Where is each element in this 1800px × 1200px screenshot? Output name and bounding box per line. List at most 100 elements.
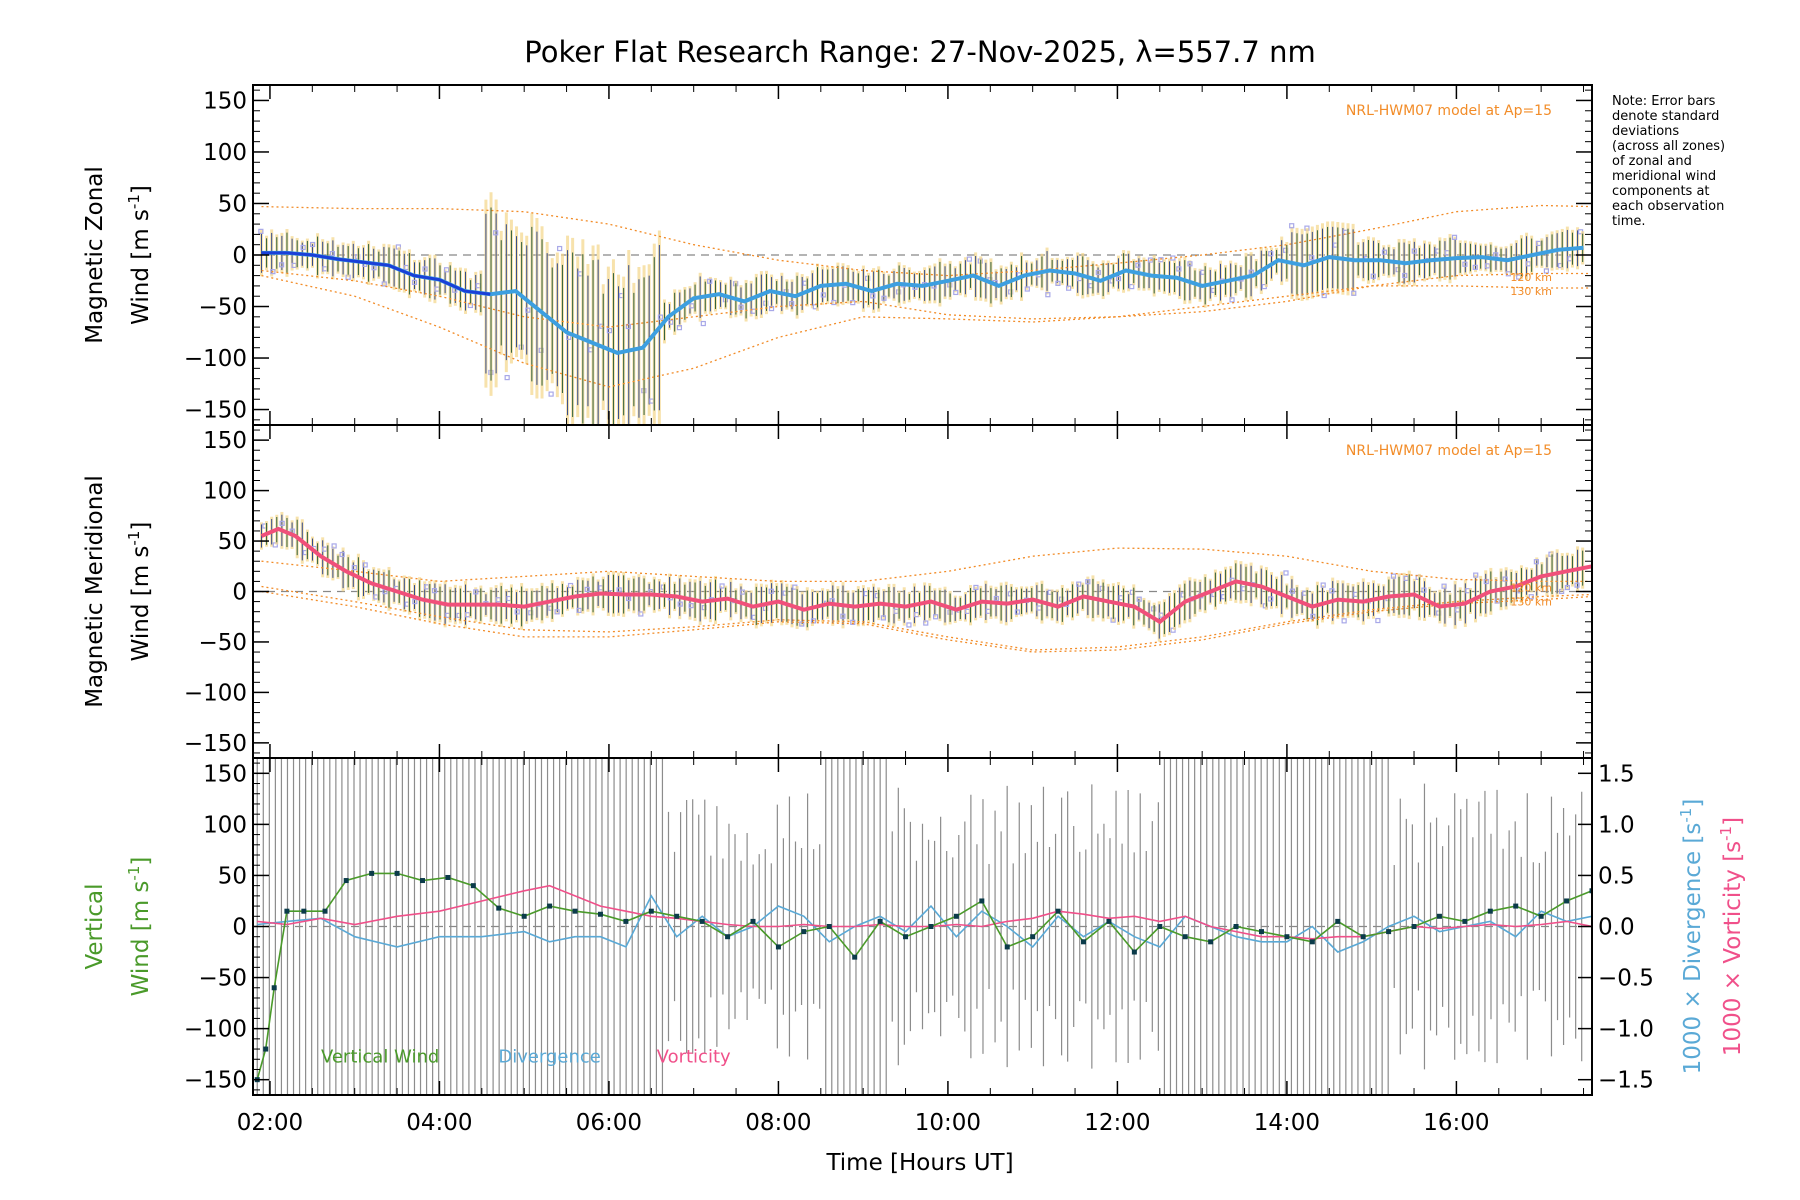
zone-point: [1533, 559, 1539, 565]
zone-point: [300, 244, 306, 251]
zone-point: [1329, 588, 1335, 594]
vertical-wind-point: [674, 913, 680, 919]
zone-point: [1066, 285, 1072, 291]
zone-point: [279, 520, 285, 526]
vertical-wind-point: [801, 929, 807, 935]
zone-point: [411, 279, 418, 285]
vertical-wind-point: [343, 878, 349, 884]
zone-point: [1564, 584, 1570, 591]
zone-point: [1351, 290, 1357, 296]
vertical-wind-point: [928, 924, 934, 929]
right-label-end: ]: [1680, 799, 1706, 808]
zone-point: [1502, 576, 1508, 582]
y-tick-label: −50: [198, 295, 247, 321]
zone-point: [893, 608, 899, 614]
km-label: 120 km: [1510, 271, 1552, 284]
zone-point: [739, 589, 746, 595]
zone-point: [1289, 223, 1295, 229]
vertical-wind-point: [750, 918, 756, 924]
zone-point: [1309, 255, 1315, 261]
y-tick-label: 50: [218, 529, 247, 555]
vertical-wind-point: [1309, 939, 1315, 945]
y-axis-title-sup: -1: [125, 194, 143, 209]
right-label-divergence: 1000 × Divergence [s-1]: [1677, 799, 1706, 1075]
y-tick-label: 0: [232, 243, 247, 269]
zone-point: [933, 614, 939, 620]
vertical-wind-point: [521, 913, 527, 919]
y-axis-title-end: ]: [128, 857, 154, 866]
zone-point: [310, 241, 316, 248]
zone-point: [525, 307, 531, 313]
x-tick-label: 02:00: [237, 1110, 303, 1136]
vertical-wind-point: [648, 908, 654, 914]
y-tick-label: 150: [203, 88, 247, 114]
note-line: time.: [1612, 214, 1646, 229]
vertical-wind-point: [445, 874, 451, 880]
zone-point: [576, 607, 582, 614]
note-line: components at: [1612, 184, 1710, 199]
zone-point: [719, 583, 725, 589]
zone-point: [953, 289, 959, 296]
zone-point: [443, 267, 450, 273]
divergence-line: [257, 894, 1592, 953]
zone-point: [768, 305, 775, 312]
zone-point: [1289, 588, 1296, 594]
y-axis-title-end: ]: [128, 185, 154, 194]
legend-label: Vorticity: [657, 1046, 731, 1067]
y-tick-label: 50: [218, 191, 247, 217]
vertical-wind-point: [1436, 913, 1442, 919]
zone-point: [1014, 609, 1021, 615]
zone-point: [1402, 272, 1408, 279]
zone-point: [1411, 248, 1417, 254]
right-tick-label: 0.5: [1598, 863, 1635, 889]
zone-point: [1268, 251, 1274, 257]
y-axis-title-sup: -1: [125, 531, 143, 546]
vertical-wind-point: [852, 954, 858, 960]
zone-point: [1536, 240, 1542, 247]
zone-point: [1390, 573, 1397, 579]
y-tick-label: −100: [184, 1017, 247, 1043]
zone-point: [677, 601, 683, 607]
vertical-wind-point: [877, 918, 883, 924]
zone-point: [1574, 582, 1580, 588]
vertical-wind-point: [826, 924, 832, 929]
vertical-wind-point: [1081, 939, 1087, 945]
vertical-wind-point: [953, 913, 959, 919]
km-label: 130 km: [1510, 596, 1552, 609]
zone-point: [1421, 587, 1427, 593]
vertical-wind-point: [1411, 924, 1417, 929]
vertical-wind-point: [903, 934, 909, 940]
note-line: each observation: [1612, 199, 1724, 214]
y-tick-label: 100: [203, 140, 247, 166]
zone-point: [1229, 297, 1235, 303]
y-axis-title-sup: -1: [125, 866, 143, 881]
zone-point: [1115, 276, 1122, 282]
zone-point: [973, 584, 979, 591]
y-tick-label: −50: [198, 630, 247, 656]
zone-point: [362, 562, 368, 568]
zone-point: [1129, 283, 1135, 290]
meridional-wind-line: [260, 526, 1592, 625]
zone-point: [493, 230, 499, 236]
zone-point: [548, 391, 554, 397]
zone-point: [700, 320, 706, 327]
zone-point: [616, 587, 622, 593]
model-label: NRL-HWM07 model at Ap=15: [1346, 103, 1552, 119]
zone-point: [1473, 572, 1479, 578]
zone-point: [913, 612, 920, 618]
vertical-wind-point: [1106, 918, 1112, 924]
model-curve: [261, 585, 1592, 651]
y-axis-title-end: ]: [128, 522, 154, 531]
zone-point: [880, 615, 887, 621]
zone-point: [689, 303, 695, 309]
zone-point: [1045, 292, 1051, 298]
right-tick-label: −0.5: [1598, 966, 1654, 992]
vertical-wind-point: [1233, 924, 1239, 929]
vertical-wind-point: [419, 878, 425, 884]
zone-point: [850, 619, 856, 625]
zone-point: [1381, 249, 1388, 255]
x-tick-label: 08:00: [745, 1110, 811, 1136]
zone-point: [1147, 257, 1154, 263]
right-label-end: ]: [1720, 817, 1746, 826]
